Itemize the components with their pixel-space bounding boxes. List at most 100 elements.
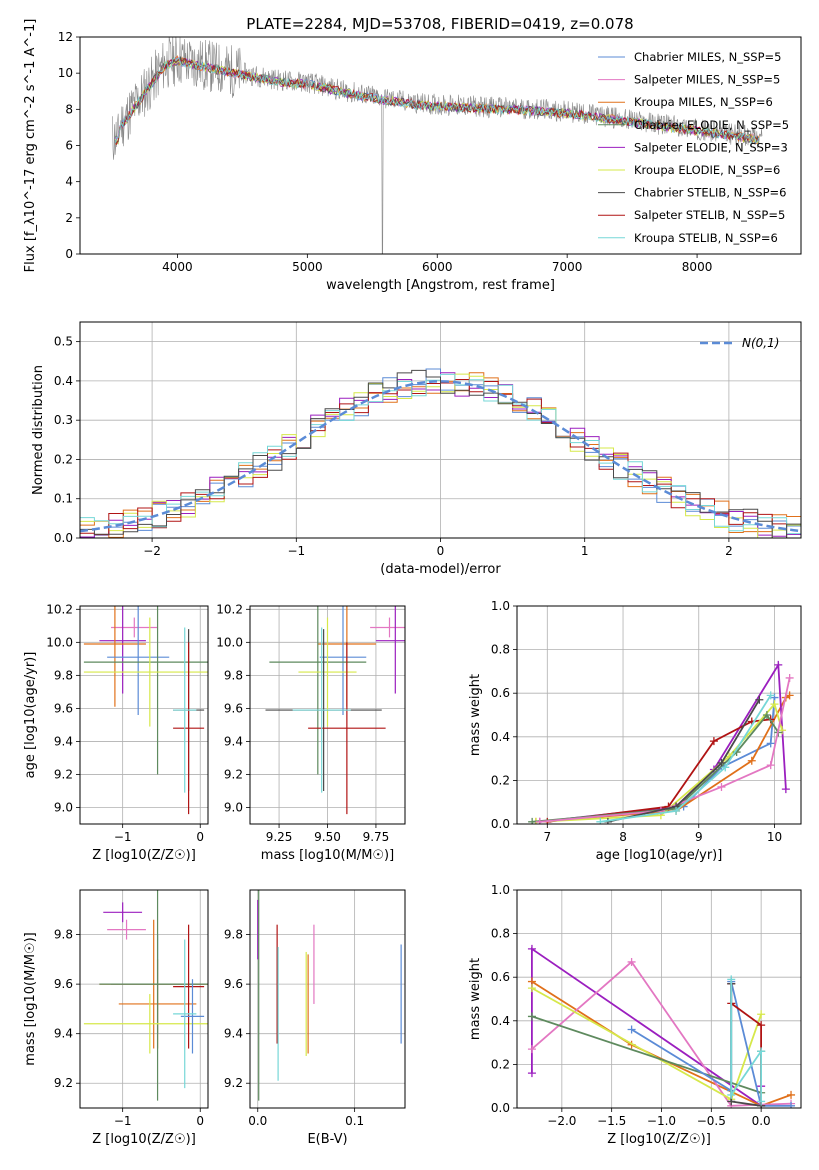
mass-weight-line <box>539 677 791 823</box>
y-tick-label: 10.0 <box>46 635 73 649</box>
y-tick-label: 9.8 <box>54 668 73 682</box>
legend-entry: Chabrier STELIB, N_SSP=6 <box>634 186 786 200</box>
x-axis-label: age [log10(age/yr)] <box>596 848 723 863</box>
y-tick-label: 1.0 <box>491 883 510 897</box>
panel-age_vs_mass: 9.25 9.50 9.75 9.0 9.2 9.4 9.6 9.8 10.0 10.2 mass … <box>216 602 406 863</box>
plot-area <box>257 890 402 1101</box>
legend: Chabrier MILES, N_SSP=5 Salpeter MILES, N… <box>598 50 789 245</box>
data-point-marker <box>757 1010 766 1019</box>
x-tick-label: −1 <box>114 830 132 844</box>
y-axis-label: mass weight <box>468 674 483 756</box>
data-point-marker <box>766 761 775 770</box>
errorbar-point <box>107 919 146 940</box>
y-tick-label: 9.6 <box>54 977 73 991</box>
data-point-marker <box>627 1025 636 1034</box>
errorbar-point <box>103 902 143 923</box>
y-tick-label: 0.0 <box>54 531 73 545</box>
y-tick-label: 4 <box>65 175 73 189</box>
errorbar-point <box>173 642 205 815</box>
x-tick-label: 9.50 <box>314 830 341 844</box>
x-tick-label: 10 <box>767 830 782 844</box>
data-point-marker <box>709 737 718 746</box>
y-tick-label: 0.2 <box>54 452 73 466</box>
spectrum-model-line <box>114 58 760 144</box>
legend-entry: Chabrier MILES, N_SSP=5 <box>634 50 781 64</box>
axes-frame <box>79 321 802 539</box>
legend-entry: N(0,1) <box>742 336 779 350</box>
y-tick-label: 9.6 <box>54 701 73 715</box>
errorbar-point <box>292 627 351 793</box>
data-point-marker <box>717 782 726 791</box>
data-point-marker <box>785 691 794 700</box>
spectrum-model-line <box>114 55 760 144</box>
panel-residuals: −2 −1 0 1 2 0.0 0.1 0.2 0.3 0.4 0.5 (data-model)/er… <box>31 321 802 577</box>
histogram-step <box>80 369 801 538</box>
y-tick-label: 1.0 <box>491 599 510 613</box>
y-tick-label: 0.8 <box>491 643 510 657</box>
x-tick-label: −2.0 <box>547 1114 576 1128</box>
x-tick-label: −0.5 <box>697 1114 726 1128</box>
data-point-marker <box>527 1069 536 1078</box>
y-tick-label: 9.6 <box>224 977 243 991</box>
plot-area <box>527 944 796 1108</box>
y-tick-label: 10.0 <box>216 635 243 649</box>
data-point-marker <box>535 817 544 824</box>
plot-area <box>528 660 794 824</box>
errorbar-point <box>83 606 146 707</box>
spectrum-model-line <box>114 58 759 146</box>
data-point-marker <box>766 691 775 700</box>
y-tick-label: 0.6 <box>491 686 510 700</box>
mass-weight-line <box>531 980 792 1107</box>
errorbar-point <box>83 994 208 1054</box>
mass-weight-line <box>607 699 761 823</box>
data-point-marker <box>672 806 681 815</box>
y-tick-label: 12 <box>58 30 73 44</box>
y-tick-label: 9.2 <box>224 767 243 781</box>
y-tick-label: 10 <box>58 66 73 80</box>
data-point-marker <box>727 975 736 984</box>
x-axis-label: (data-model)/error <box>380 562 501 577</box>
axes-frame <box>249 889 406 1109</box>
x-tick-label: 9 <box>695 830 703 844</box>
x-tick-label: 5000 <box>292 260 323 274</box>
y-tick-label: 0.1 <box>54 492 73 506</box>
mass-weight-line <box>539 662 787 823</box>
x-tick-label: 1 <box>581 544 589 558</box>
y-tick-label: 9.0 <box>54 800 73 814</box>
data-point-marker <box>770 700 779 709</box>
data-point-marker <box>717 758 726 767</box>
data-point-marker <box>755 695 764 704</box>
y-tick-label: 10.2 <box>46 602 73 616</box>
plot-area <box>83 890 208 1101</box>
y-tick-label: 0.4 <box>54 374 73 388</box>
y-tick-label: 8 <box>65 102 73 116</box>
x-tick-label: 9.75 <box>363 830 390 844</box>
y-tick-label: 9.8 <box>224 668 243 682</box>
y-tick-label: 0.4 <box>491 1014 510 1028</box>
axes-frame <box>516 605 802 825</box>
data-point-marker <box>781 785 790 794</box>
y-tick-label: 9.4 <box>224 734 243 748</box>
y-tick-label: 0.6 <box>491 970 510 984</box>
data-point-marker <box>527 984 536 993</box>
x-tick-label: 4000 <box>162 260 193 274</box>
errorbar-point <box>173 939 197 1089</box>
x-axis-label: wavelength [Angstrom, rest frame] <box>326 278 555 293</box>
x-tick-label: 6000 <box>422 260 453 274</box>
data-point-marker <box>785 673 794 682</box>
plot-area <box>83 606 208 815</box>
y-tick-label: 9.4 <box>224 1027 243 1041</box>
x-tick-label: 2 <box>725 544 733 558</box>
data-point-marker <box>766 739 775 748</box>
y-tick-label: 0.8 <box>491 927 510 941</box>
y-tick-label: 0.2 <box>491 773 510 787</box>
errorbar-point <box>173 924 205 1049</box>
data-point-marker <box>721 763 730 772</box>
x-tick-label: 0.0 <box>248 1114 267 1128</box>
x-axis-label: mass [log10(M/M☉)] <box>261 848 394 863</box>
axes-frame <box>516 889 802 1109</box>
x-tick-label: −1 <box>287 544 305 558</box>
data-point-marker <box>787 1090 796 1099</box>
y-tick-label: 0.0 <box>491 817 510 831</box>
